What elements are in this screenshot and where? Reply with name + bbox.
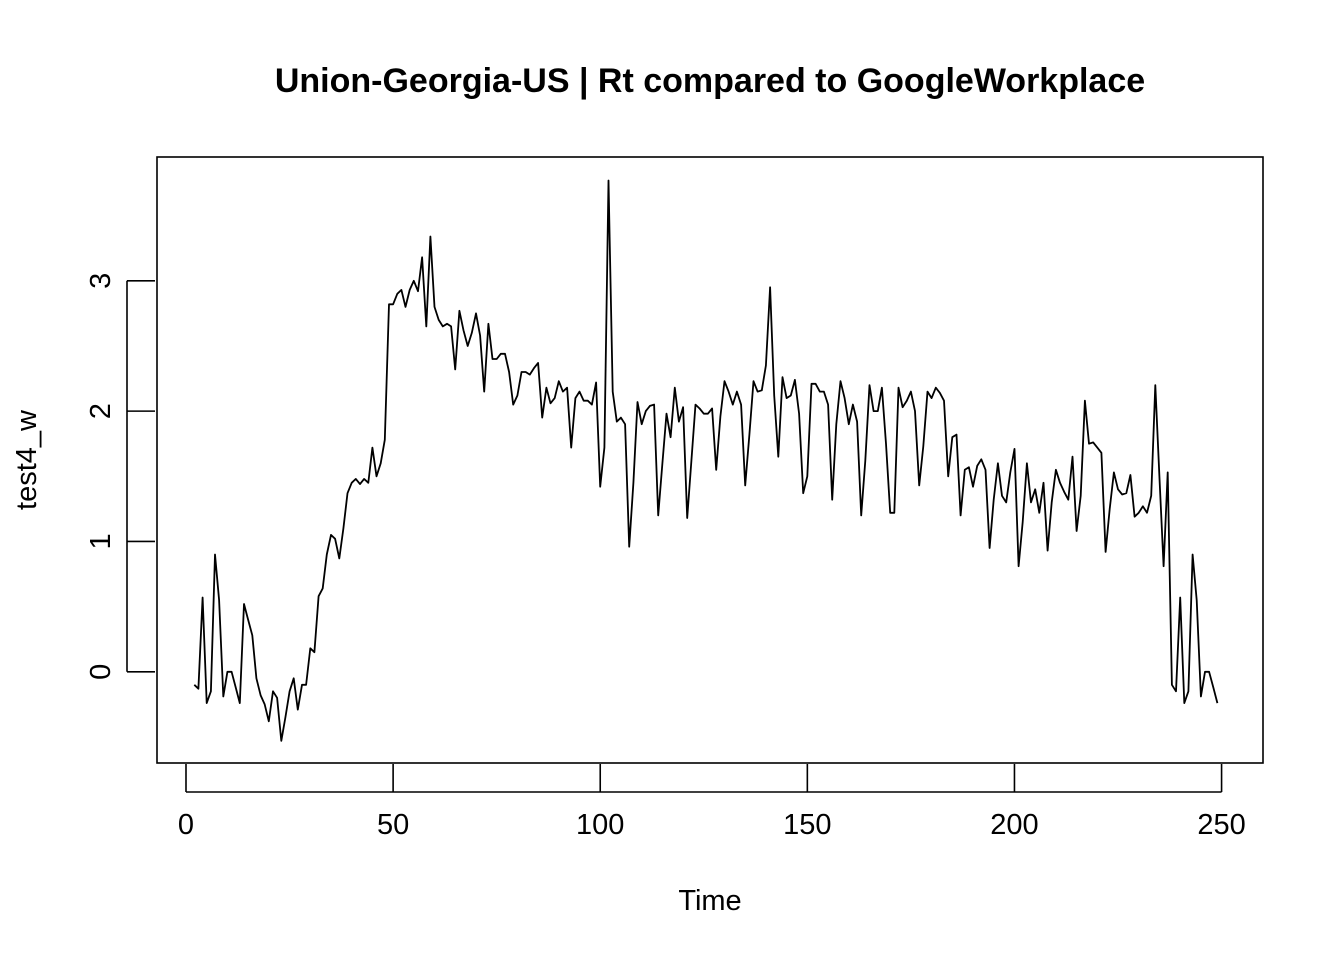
y-tick-label: 2	[85, 403, 117, 419]
x-tick-label: 0	[178, 809, 194, 841]
x-tick-label: 200	[990, 809, 1038, 841]
x-tick-label: 50	[377, 809, 409, 841]
x-tick-label: 250	[1197, 809, 1245, 841]
y-tick-label: 0	[85, 664, 117, 680]
y-axis: 0 1 2 3	[85, 273, 155, 680]
series-line	[193, 179, 1219, 742]
plot-frame	[156, 156, 1264, 764]
y-axis-label: test4_w	[11, 409, 43, 510]
y-tick-label: 1	[85, 533, 117, 549]
chart-title: Union-Georgia-US | Rt compared to Google…	[275, 62, 1145, 100]
y-tick-label: 3	[85, 273, 117, 289]
x-axis-label: Time	[678, 885, 741, 917]
x-axis: 0 50 100 150 200 250	[178, 764, 1246, 841]
x-tick-label: 100	[576, 809, 624, 841]
x-tick-label: 150	[783, 809, 831, 841]
